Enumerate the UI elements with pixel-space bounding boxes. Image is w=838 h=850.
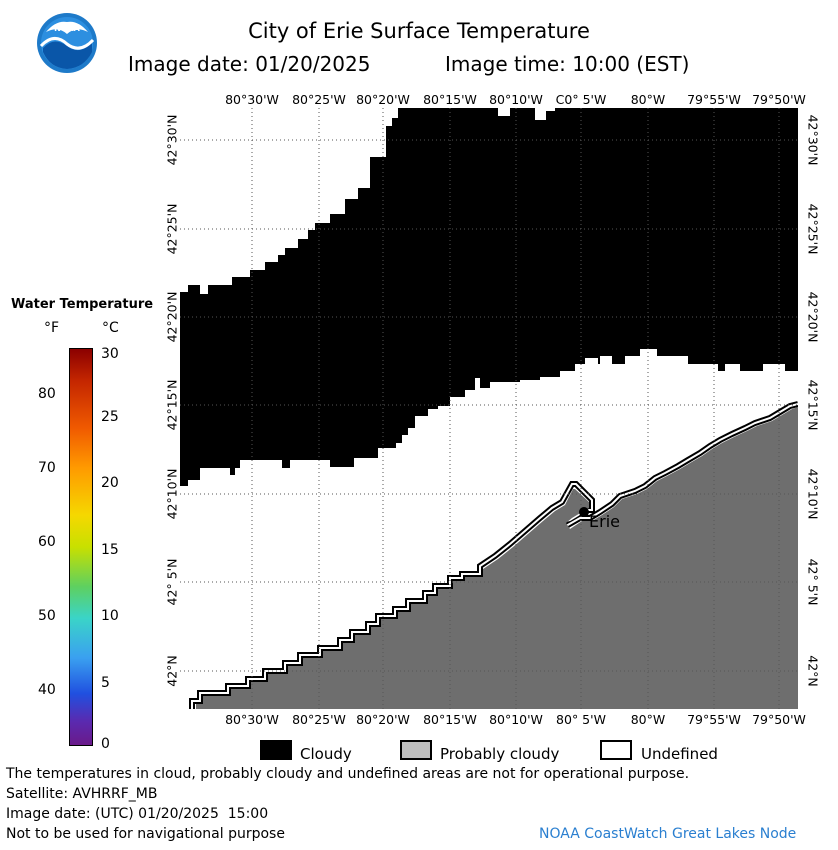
legend-swatch-cloudy	[260, 740, 292, 760]
erie-city-label: Erie	[589, 512, 620, 531]
map-panel	[180, 108, 798, 709]
noaa-logo-icon: NOAA	[37, 13, 97, 73]
colorbar-f-tick: 40	[38, 682, 56, 698]
lat-label-right: 42°10'N	[805, 468, 821, 520]
lat-label-left: 42°10'N	[164, 468, 180, 520]
colorbar-f-tick: 60	[38, 534, 56, 550]
colorbar-c-tick: 10	[101, 608, 119, 624]
lon-label-bottom: 80° 5'W	[556, 712, 606, 727]
image-date: Image date: 01/20/2025	[128, 52, 371, 76]
colorbar-f-tick: 70	[38, 460, 56, 476]
colorbar-c-tick: 15	[101, 542, 119, 558]
lon-label-bottom: 80°20'W	[356, 712, 410, 727]
lat-label-left: 42°25'N	[164, 203, 180, 255]
footer-utc-date: Image date: (UTC) 01/20/2025 15:00	[6, 806, 269, 822]
lon-label-top: 79°55'W	[687, 92, 741, 107]
lon-label-top: 80°20'W	[356, 92, 410, 107]
logo-text: NOAA	[54, 24, 80, 33]
legend-label-undefined: Undefined	[641, 745, 718, 763]
footer-disclaimer: The temperatures in cloud, probably clou…	[6, 766, 690, 782]
lon-label-bottom: 79°50'W	[752, 712, 806, 727]
erie-city-marker	[579, 507, 589, 517]
colorbar-c-tick: 25	[101, 409, 119, 425]
footer-nav-warning: Not to be used for navigational purpose	[6, 826, 285, 842]
colorbar-c-tick: 5	[101, 675, 110, 691]
lon-label-top: C0° 5'W	[555, 92, 607, 107]
map-grid	[180, 108, 798, 709]
lon-label-top: 80°W	[630, 92, 666, 107]
lat-label-left: 42°20'N	[164, 291, 180, 343]
lon-label-bottom: 79°55'W	[687, 712, 741, 727]
lon-label-top: 80°30'W	[225, 92, 279, 107]
legend-swatch-probably-cloudy	[400, 740, 432, 760]
lat-label-right: 42°30'N	[805, 114, 821, 166]
colorbar-unit-f: °F	[44, 320, 60, 336]
lon-label-bottom: 80°30'W	[225, 712, 279, 727]
lon-label-top: 79°50'W	[752, 92, 806, 107]
image-time: Image time: 10:00 (EST)	[445, 52, 690, 76]
legend-swatch-undefined	[600, 740, 632, 760]
colorbar-scale	[69, 348, 93, 746]
lon-label-top: 80°15'W	[423, 92, 477, 107]
land-area	[196, 407, 798, 709]
legend-label-probably-cloudy: Probably cloudy	[440, 745, 560, 763]
lon-label-bottom: 80°W	[630, 712, 666, 727]
colorbar-c-tick: 30	[101, 346, 119, 362]
lon-label-bottom: 80°15'W	[423, 712, 477, 727]
colorbar-f-tick: 80	[38, 386, 56, 402]
lat-label-right: 42° 5'N	[805, 558, 821, 606]
colorbar-f-tick: 50	[38, 608, 56, 624]
lat-label-left: 42°N	[164, 655, 180, 687]
lon-label-top: 80°25'W	[292, 92, 346, 107]
cloudy-area	[180, 108, 798, 486]
colorbar-title: Water Temperature	[11, 297, 154, 312]
lat-label-right: 42°N	[805, 655, 821, 687]
lat-label-right: 42°20'N	[805, 291, 821, 343]
lat-label-left: 42°30'N	[164, 114, 180, 166]
colorbar-c-tick: 20	[101, 475, 119, 491]
colorbar-c-tick: 0	[101, 736, 110, 752]
lat-label-right: 42°15'N	[805, 379, 821, 431]
lon-label-bottom: 80°10'W	[489, 712, 543, 727]
footer-satellite: Satellite: AVHRRF_MB	[6, 786, 158, 802]
footer-credit: NOAA CoastWatch Great Lakes Node	[539, 826, 797, 842]
lat-label-right: 42°25'N	[805, 203, 821, 255]
legend-label-cloudy: Cloudy	[300, 745, 352, 763]
page-title: City of Erie Surface Temperature	[248, 19, 590, 43]
colorbar-unit-c: °C	[102, 320, 119, 336]
lon-label-top: 80°10'W	[489, 92, 543, 107]
lon-label-bottom: 80°25'W	[292, 712, 346, 727]
lat-label-left: 42°15'N	[164, 379, 180, 431]
lat-label-left: 42° 5'N	[164, 558, 180, 606]
